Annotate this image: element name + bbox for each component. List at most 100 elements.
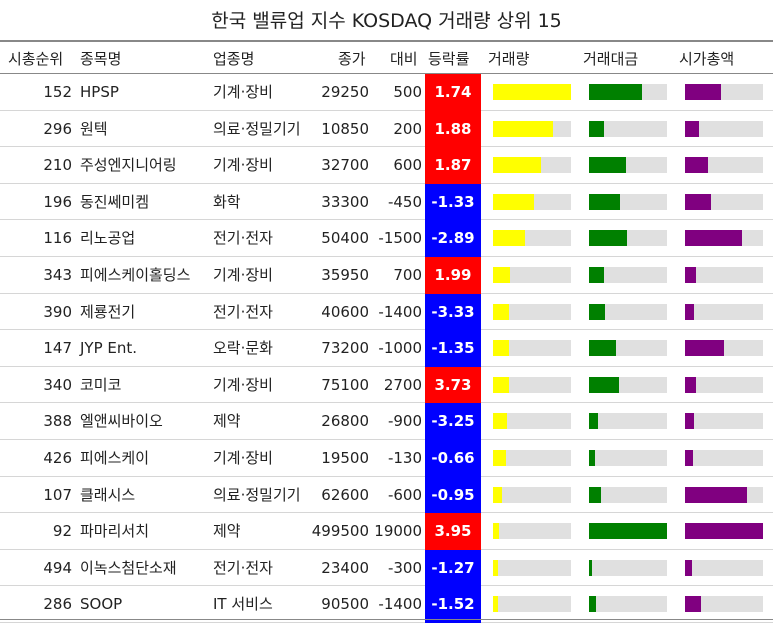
change-cell: 2700 (383, 375, 422, 394)
header-mcap: 시가총액 (679, 50, 735, 68)
change-cell: -600 (387, 485, 422, 504)
volume-bar (493, 267, 511, 283)
value-bar (589, 120, 604, 137)
mcap-bar-track (685, 413, 763, 430)
sector-cell: 기계·장비 (213, 83, 273, 101)
mcap-bar (685, 596, 701, 613)
value-bar-track (589, 559, 667, 576)
volume-bar (493, 340, 510, 357)
change-cell: 200 (393, 119, 422, 138)
sector-cell: 기계·장비 (213, 156, 273, 175)
header-name: 종목명 (80, 50, 122, 68)
change-cell: 500 (393, 83, 422, 101)
chart-title: 한국 밸류업 지수 KOSDAQ 거래량 상위 15 (211, 10, 562, 32)
rank-cell: 426 (43, 449, 72, 467)
value-bar-track (589, 230, 667, 247)
name-cell: SOOP (80, 595, 123, 614)
sector-cell: IT 서비스 (213, 595, 273, 614)
mcap-bar (685, 376, 696, 393)
mcap-bar-track (685, 84, 763, 100)
mcap-bar-track (685, 193, 763, 210)
volume-bar-track (493, 340, 571, 357)
volume-bar (493, 84, 571, 100)
table-row: 196 동진쎄미켐 화학 33300 -450 -1.33 (0, 183, 773, 221)
close-cell: 32700 (321, 156, 369, 175)
close-cell: 33300 (321, 192, 369, 211)
close-cell: 40600 (321, 302, 369, 321)
volume-bar (493, 596, 498, 613)
table-row: 388 엘앤씨바이오 제약 26800 -900 -3.25 (0, 403, 773, 440)
header-volume: 거래량 (488, 50, 530, 68)
header-change: 대비 (390, 50, 418, 68)
table-row: 426 피에스케이 기계·장비 19500 -130 -0.66 (0, 440, 773, 477)
close-cell: 29250 (321, 83, 369, 101)
change-cell: -300 (387, 558, 422, 577)
value-bar (589, 596, 597, 613)
name-cell: 동진쎄미켐 (80, 192, 150, 211)
rank-cell: 388 (43, 412, 72, 431)
value-bar (589, 193, 621, 210)
rank-cell: 390 (43, 302, 72, 321)
rate-cell: 1.99 (425, 257, 481, 294)
rate-cell: -1.33 (425, 183, 481, 221)
value-bar-track (589, 450, 667, 466)
sector-cell: 기계·장비 (213, 266, 273, 284)
mcap-bar (685, 267, 696, 283)
sector-cell: 화학 (213, 192, 241, 211)
rate-cell: -0.95 (425, 476, 481, 514)
value-bar (589, 559, 593, 576)
rate-cell: -1.52 (425, 586, 481, 623)
header-rank: 시총순위 (8, 50, 64, 68)
volume-bar-track (493, 450, 571, 466)
rate-cell: -1.27 (425, 549, 481, 587)
volume-bar (493, 523, 500, 540)
header-sector: 업종명 (213, 50, 255, 68)
close-cell: 499500 (311, 522, 369, 541)
volume-bar (493, 450, 507, 466)
change-cell: -900 (387, 412, 422, 431)
volume-bar-track (493, 559, 571, 576)
mcap-bar-track (685, 486, 763, 503)
mcap-bar (685, 450, 693, 466)
name-cell: 이녹스첨단소재 (80, 558, 177, 577)
table-bottom-border (0, 619, 773, 620)
rank-cell: 340 (43, 375, 72, 394)
header-close: 종가 (338, 50, 366, 68)
rank-cell: 92 (52, 522, 72, 541)
name-cell: 제룡전기 (80, 302, 136, 321)
mcap-bar-track (685, 230, 763, 247)
table-row: 152 HPSP 기계·장비 29250 500 1.74 (0, 74, 773, 111)
mcap-bar-track (685, 376, 763, 393)
value-bar (589, 486, 602, 503)
table-row: 147 JYP Ent. 오락·문화 73200 -1000 -1.35 (0, 330, 773, 367)
value-bar (589, 267, 604, 283)
volume-bar (493, 230, 525, 247)
value-bar-track (589, 303, 667, 320)
mcap-bar (685, 84, 721, 100)
header-value: 거래대금 (583, 50, 639, 68)
value-bar-track (589, 486, 667, 503)
volume-bar-track (493, 193, 571, 210)
value-bar (589, 84, 643, 100)
volume-bar (493, 413, 508, 430)
rank-cell: 494 (43, 558, 72, 577)
volume-bar-track (493, 376, 571, 393)
name-cell: 피에스케이 (80, 449, 150, 467)
mcap-bar-track (685, 559, 763, 576)
mcap-bar (685, 486, 747, 503)
rank-cell: 107 (43, 485, 72, 504)
rate-cell: -2.89 (425, 220, 481, 257)
rate-cell: -3.25 (425, 403, 481, 440)
sector-cell: 의료·정밀기기 (213, 119, 301, 138)
volume-bar (493, 559, 498, 576)
name-cell: 코미코 (80, 375, 122, 394)
value-bar (589, 413, 599, 430)
value-bar (589, 450, 596, 466)
value-bar-track (589, 157, 667, 174)
sector-cell: 전기·전자 (213, 229, 273, 248)
sector-cell: 제약 (213, 522, 241, 541)
mcap-bar (685, 230, 742, 247)
volume-bar (493, 193, 535, 210)
mcap-bar (685, 303, 695, 320)
change-cell: -1400 (378, 302, 422, 321)
